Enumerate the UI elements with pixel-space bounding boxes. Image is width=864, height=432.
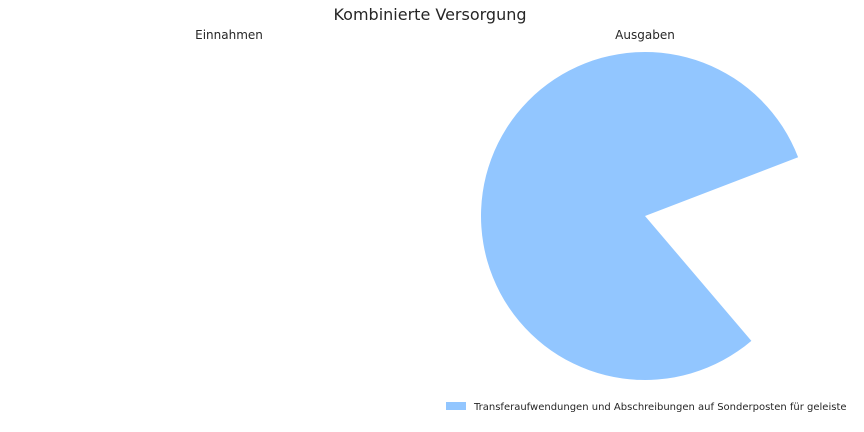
legend-swatch — [446, 402, 466, 410]
pie-slice-0 — [481, 52, 799, 381]
chart-title: Kombinierte Versorgung — [333, 5, 526, 24]
subtitle-ausgaben: Ausgaben — [615, 28, 675, 42]
pie-ausgaben — [481, 52, 799, 381]
subtitle-einnahmen: Einnahmen — [195, 28, 263, 42]
legend-label: Transferaufwendungen und Abschreibungen … — [473, 402, 847, 413]
legend: Transferaufwendungen und Abschreibungen … — [446, 402, 847, 413]
